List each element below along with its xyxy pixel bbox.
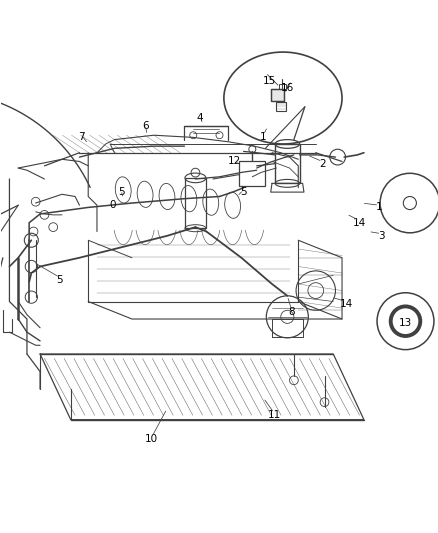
Text: 8: 8	[288, 308, 294, 318]
Text: 10: 10	[145, 434, 158, 445]
Text: 3: 3	[377, 231, 384, 241]
Bar	[275, 101, 286, 111]
Text: 11: 11	[267, 410, 280, 421]
Bar	[271, 89, 284, 101]
Bar	[275, 144, 299, 183]
Text: 13: 13	[398, 318, 411, 328]
Text: 16: 16	[280, 83, 293, 93]
Bar	[184, 178, 205, 228]
Text: 1: 1	[375, 203, 381, 213]
Bar	[239, 161, 265, 185]
Text: 5: 5	[57, 274, 63, 285]
Text: 7: 7	[78, 132, 85, 142]
Bar	[278, 84, 285, 89]
Text: 4: 4	[196, 112, 203, 123]
Bar	[271, 89, 284, 101]
Text: 15: 15	[263, 76, 276, 85]
Text: 0: 0	[109, 200, 115, 210]
Text: 5: 5	[240, 187, 246, 197]
Text: 2: 2	[318, 159, 325, 168]
Text: 14: 14	[352, 218, 365, 228]
Text: 12: 12	[228, 157, 241, 166]
Text: 6: 6	[141, 122, 148, 132]
Text: 5: 5	[117, 187, 124, 197]
Text: 1: 1	[259, 132, 266, 142]
Text: 14: 14	[339, 298, 352, 309]
